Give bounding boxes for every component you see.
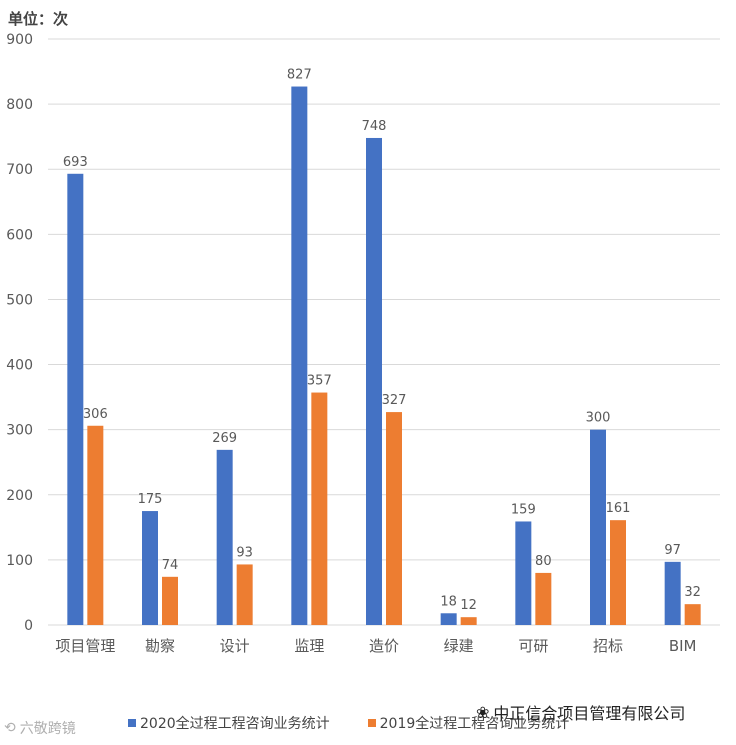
x-tick-label: 招标 xyxy=(593,637,623,655)
bar-2019 xyxy=(386,412,402,625)
bar-2020 xyxy=(142,511,158,625)
bar-2019 xyxy=(87,425,104,625)
data-label: 327 xyxy=(382,393,407,408)
bar-2019 xyxy=(311,392,328,625)
bar-2020 xyxy=(67,173,84,625)
data-label: 269 xyxy=(212,431,237,446)
data-label: 306 xyxy=(83,407,108,422)
data-label: 80 xyxy=(535,554,552,569)
data-label: 32 xyxy=(684,585,701,600)
legend-swatch-2020 xyxy=(128,719,136,727)
data-label: 161 xyxy=(606,501,631,516)
unit-label: 单位：次 xyxy=(8,10,69,28)
bar-2020 xyxy=(216,449,233,625)
data-label: 175 xyxy=(138,492,163,507)
bar-2019 xyxy=(236,564,253,625)
watermark-right-text: 中正信合项目管理有限公司 xyxy=(493,704,686,723)
y-tick-label: 700 xyxy=(6,162,33,178)
data-label: 827 xyxy=(287,68,312,83)
y-tick-label: 900 xyxy=(6,32,33,48)
legend-item-2020: 2020全过程工程咨询业务统计 xyxy=(128,713,330,733)
watermark-left-text: 六敬跨镜 xyxy=(19,721,76,737)
bar-2020 xyxy=(590,429,606,625)
watermark-left: ⟲ 六敬跨镜 xyxy=(4,718,76,738)
y-tick-label: 100 xyxy=(6,553,33,569)
x-tick-label: 造价 xyxy=(369,637,399,655)
x-tick-label: 绿建 xyxy=(444,637,474,655)
data-label: 693 xyxy=(63,155,88,170)
y-tick-label: 400 xyxy=(6,358,33,374)
watermark-right: ❀ 中正信合项目管理有限公司 xyxy=(476,700,685,724)
x-tick-label: 项目管理 xyxy=(55,637,115,655)
bar-2019 xyxy=(162,576,178,625)
y-tick-label: 500 xyxy=(6,292,33,308)
legend: 2020全过程工程咨询业务统计 2019全过程工程咨询业务统计 xyxy=(128,713,607,733)
legend-label-2020: 2020全过程工程咨询业务统计 xyxy=(140,716,330,732)
bar-2020 xyxy=(291,86,308,625)
y-tick-label: 200 xyxy=(6,488,33,504)
x-tick-label: 设计 xyxy=(220,637,250,655)
bar-2020 xyxy=(515,521,532,625)
bar-2019 xyxy=(610,520,626,625)
bar-2020 xyxy=(664,561,681,625)
x-tick-label: 勘察 xyxy=(145,637,175,655)
y-tick-label: 600 xyxy=(6,227,33,243)
bar-2019 xyxy=(535,572,552,625)
y-tick-label: 300 xyxy=(6,423,33,439)
bar-2020 xyxy=(440,613,457,625)
bar-2019 xyxy=(684,604,701,625)
data-label: 93 xyxy=(236,545,253,560)
legend-label-2019: 2019全过程工程咨询业务统计 xyxy=(379,716,570,732)
data-label: 74 xyxy=(162,558,179,573)
y-tick-label: 800 xyxy=(6,97,33,113)
data-label: 12 xyxy=(460,598,477,613)
data-label: 97 xyxy=(664,543,681,558)
wechat-logo-icon: ❀ xyxy=(476,702,490,722)
bar-chart: 0 100 200 300 400 500 600 700 800 900 693 306 项目管理 17… xyxy=(6,32,720,655)
x-tick-label: 可研 xyxy=(518,637,548,655)
data-label: 748 xyxy=(362,119,387,134)
legend-swatch-2019 xyxy=(367,719,376,727)
y-tick-label: 0 xyxy=(24,618,33,634)
bar-2019 xyxy=(460,617,477,625)
x-tick-label: 监理 xyxy=(294,637,324,655)
data-label: 18 xyxy=(440,594,457,609)
data-label: 159 xyxy=(511,502,536,517)
data-label: 357 xyxy=(307,374,332,389)
swirl-logo-icon: ⟲ xyxy=(4,720,16,736)
x-tick-label: BIM xyxy=(669,637,697,655)
bar-2020 xyxy=(366,137,382,626)
legend-item-2019: 2019全过程工程咨询业务统计 xyxy=(367,713,570,733)
data-label: 300 xyxy=(586,411,611,426)
